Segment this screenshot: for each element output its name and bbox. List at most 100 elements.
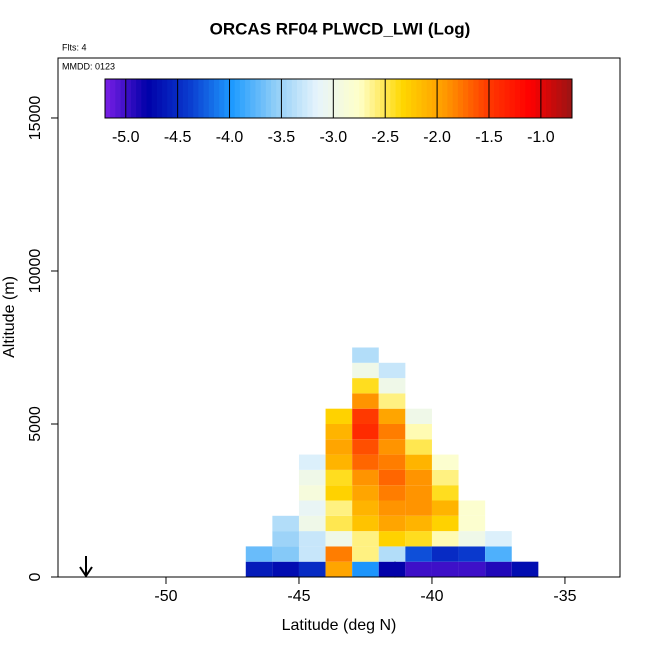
colorbar-swatch (167, 79, 173, 118)
colorbar-swatch (431, 79, 438, 118)
colorbar-swatch (296, 79, 303, 118)
heat-cell (378, 546, 406, 562)
colorbar-swatch (271, 79, 277, 118)
heat-cell (405, 515, 432, 532)
colorbar-swatch (520, 79, 526, 118)
heat-cell (325, 515, 353, 532)
colorbar-swatch (359, 79, 365, 118)
heat-cell (378, 423, 406, 440)
heat-cell (458, 531, 486, 547)
heat-cell (431, 561, 459, 577)
colorbar-swatch (328, 79, 334, 118)
colorbar-tick-label: -1.0 (527, 129, 555, 146)
heat-cell (245, 546, 273, 562)
heat-cell (378, 393, 406, 409)
y-tick-label: 15000 (27, 96, 44, 141)
heat-cell (325, 485, 353, 501)
colorbar-swatch (400, 79, 407, 118)
colorbar-swatch (463, 79, 469, 118)
x-tick-label: -45 (287, 588, 310, 605)
colorbar-swatch (177, 79, 184, 118)
colorbar-swatch (286, 79, 293, 118)
colorbar-swatch (193, 79, 199, 118)
colorbar-swatch (250, 79, 256, 118)
colorbar-swatch (182, 79, 189, 118)
colorbar-swatch (499, 79, 506, 118)
heat-cell (325, 439, 353, 455)
colorbar-swatch (130, 79, 137, 118)
heat-cell (378, 469, 406, 486)
heat-cell (378, 515, 406, 532)
heat-cell (272, 515, 299, 532)
colorbar-tick-label: -4.0 (216, 129, 244, 146)
colorbar-swatch (255, 79, 262, 118)
heat-cell (352, 439, 379, 455)
colorbar-swatch (566, 79, 573, 118)
heat-cell (325, 546, 353, 562)
y-axis-label: Altitude (m) (1, 276, 18, 358)
y-tick-label: 10000 (27, 249, 44, 294)
heat-cell (298, 454, 326, 470)
heat-cell (458, 500, 486, 516)
heat-cell (325, 531, 353, 547)
heat-cell (352, 546, 379, 562)
colorbar-swatch (488, 79, 495, 118)
colorbar-swatch (136, 79, 142, 118)
colorbar-swatch (276, 79, 282, 118)
heat-cell (352, 531, 379, 547)
heat-cell (352, 454, 379, 470)
heat-cell (352, 362, 379, 379)
colorbar-swatch (437, 79, 443, 118)
annotation: Flts: 4 (62, 42, 87, 52)
colorbar-swatch (260, 79, 267, 118)
colorbar-swatch (530, 79, 537, 118)
colorbar-swatch (483, 79, 490, 118)
heat-cell (431, 546, 459, 562)
heat-cell (511, 561, 539, 577)
colorbar-swatch (504, 79, 511, 118)
heat-cell (325, 408, 353, 424)
heat-cell (378, 531, 406, 547)
heat-cell (352, 469, 379, 486)
colorbar-swatch (421, 79, 428, 118)
arrow (79, 556, 93, 578)
heat-cell (298, 485, 326, 501)
heat-cell (378, 485, 406, 501)
colorbar-swatch (556, 79, 563, 118)
colorbar-swatch (364, 79, 371, 118)
colorbar-swatch (224, 79, 231, 118)
colorbar-swatch (213, 79, 220, 118)
colorbar-tick-label: -4.5 (164, 129, 192, 146)
heat-cell (298, 546, 326, 562)
colorbar-swatch (457, 79, 464, 118)
colorbar-swatch (198, 79, 205, 118)
heat-cell (431, 485, 459, 501)
colorbar-swatch (105, 79, 111, 118)
colorbar-swatch (281, 79, 288, 118)
colorbar-swatch (265, 79, 272, 118)
heat-cell (352, 423, 379, 440)
colorbar-swatch (551, 79, 557, 118)
colorbar-swatch (447, 79, 454, 118)
heat-cell (352, 347, 379, 363)
colorbar-swatch (509, 79, 516, 118)
colorbar-swatch (473, 79, 480, 118)
colorbar-swatch (239, 79, 246, 118)
heat-cell (245, 561, 273, 577)
colorbar-swatch (219, 79, 225, 118)
colorbar-swatch (374, 79, 381, 118)
heat-cell (405, 561, 432, 577)
plot-frame (57, 57, 621, 578)
heat-cell (458, 561, 486, 577)
colorbar-tick-label: -3.5 (268, 129, 296, 146)
colorbar-swatch (468, 79, 474, 118)
heat-cell (431, 500, 459, 516)
heat-cell (431, 515, 459, 532)
heat-cell (431, 531, 459, 547)
colorbar-swatch (146, 79, 153, 118)
heat-cell (405, 469, 432, 486)
colorbar-swatch (125, 79, 132, 118)
colorbar-swatch (120, 79, 127, 118)
annotation: MMDD: 0123 (62, 61, 115, 71)
